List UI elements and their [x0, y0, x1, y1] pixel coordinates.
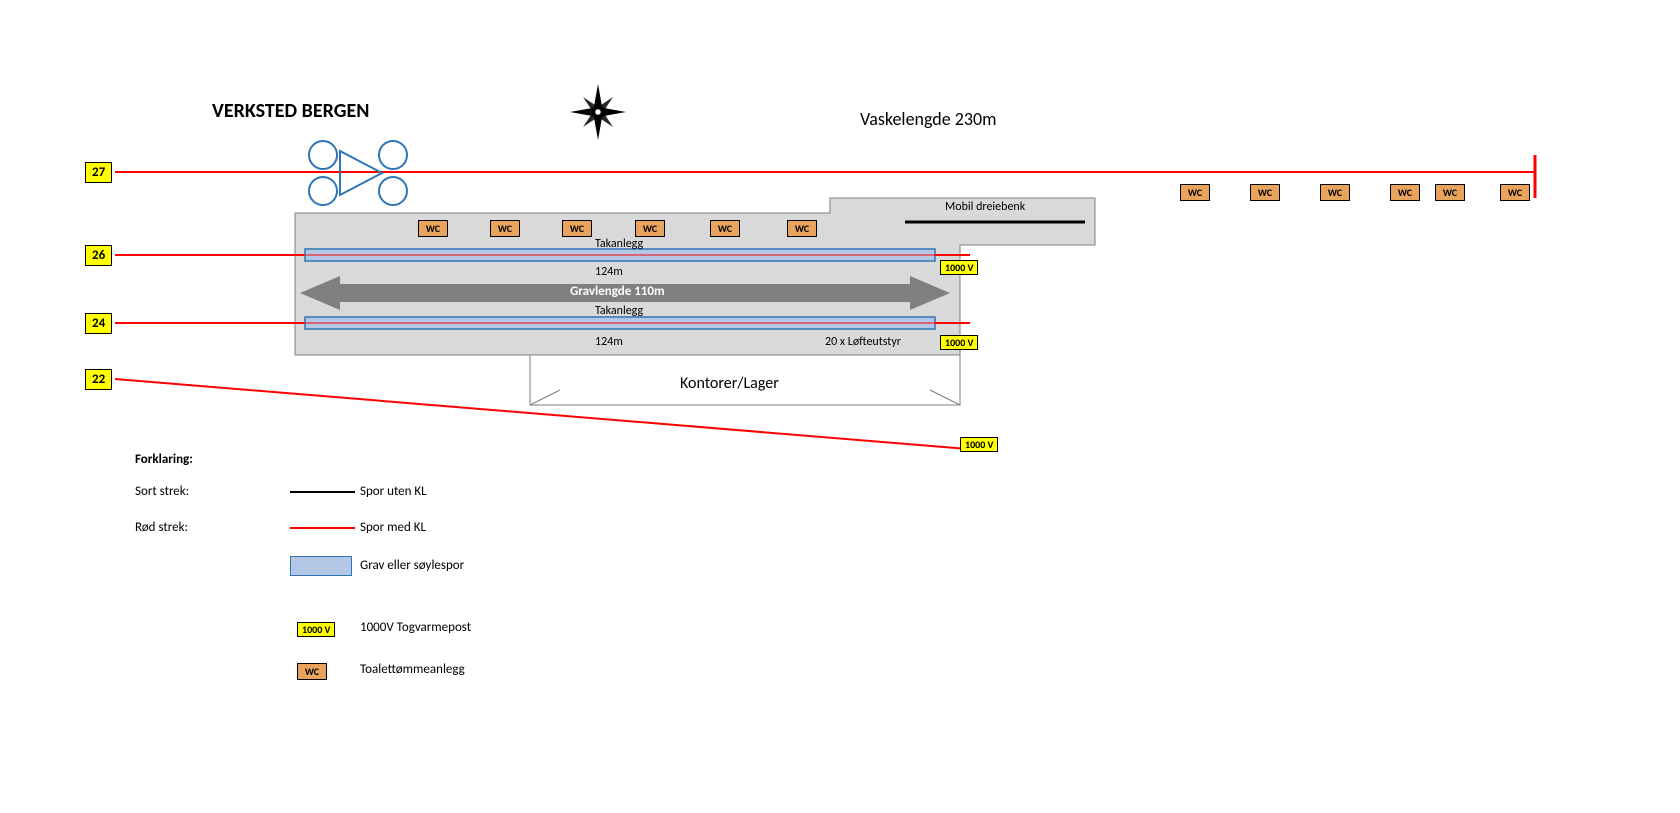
legend-wc-swatch: WC	[297, 663, 327, 680]
track-label-27: 27	[85, 162, 112, 183]
legend-sort-desc: Spor uten KL	[360, 484, 427, 499]
kontor-diag-l	[530, 390, 560, 405]
track-label-26: 26	[85, 245, 112, 266]
wc-box: WC	[787, 220, 817, 237]
len-24: 124m	[595, 335, 623, 349]
volt-24: 1000 V	[940, 335, 978, 350]
legend-volt-desc: 1000V Togvarmepost	[360, 620, 471, 635]
len-26: 124m	[595, 265, 623, 279]
dreiebenk-label: Mobil dreiebenk	[945, 200, 1025, 214]
takanlegg-24: Takanlegg	[595, 304, 643, 318]
compass-icon	[570, 84, 626, 140]
wc-box: WC	[418, 220, 448, 237]
wc-box: WC	[490, 220, 520, 237]
volt-26: 1000 V	[940, 260, 978, 275]
legend-sort-label: Sort strek:	[135, 484, 189, 499]
legend-red-line	[290, 527, 355, 529]
legend-title: Forklaring:	[135, 452, 193, 467]
takanlegg-26: Takanlegg	[595, 237, 643, 251]
wc-box: WC	[1500, 184, 1530, 201]
legend-wc-desc: Toalettømmeanlegg	[360, 662, 465, 677]
wc-box: WC	[710, 220, 740, 237]
track-label-24: 24	[85, 313, 112, 334]
vaskelengde-label: Vaskelengde 230m	[860, 108, 997, 130]
legend-black-line	[290, 491, 355, 493]
wc-box: WC	[1180, 184, 1210, 201]
track-label-22: 22	[85, 369, 112, 390]
legend-pit-swatch	[290, 556, 352, 576]
track-22-line	[115, 379, 980, 450]
grav-label: Gravlengde 110m	[570, 284, 665, 299]
wc-box: WC	[1390, 184, 1420, 201]
wc-box: WC	[1320, 184, 1350, 201]
volt-22: 1000 V	[960, 437, 998, 452]
kontor-diag-r	[930, 390, 960, 405]
legend-rod-desc: Spor med KL	[360, 520, 426, 535]
wc-box: WC	[635, 220, 665, 237]
lofte-label: 20 x Løfteutstyr	[825, 335, 901, 349]
legend-volt-swatch: 1000 V	[297, 622, 335, 637]
legend-grav-desc: Grav eller søylespor	[360, 558, 464, 573]
kontor-label: Kontorer/Lager	[680, 374, 779, 393]
wc-box: WC	[562, 220, 592, 237]
diagram-title: VERKSTED BERGEN	[212, 99, 369, 123]
wc-box: WC	[1250, 184, 1280, 201]
wc-box: WC	[1435, 184, 1465, 201]
legend-rod-label: Rød strek:	[135, 520, 188, 535]
diagram-stage: VERKSTED BERGEN Vaskelengde 230m 27 26 2…	[0, 0, 1680, 813]
